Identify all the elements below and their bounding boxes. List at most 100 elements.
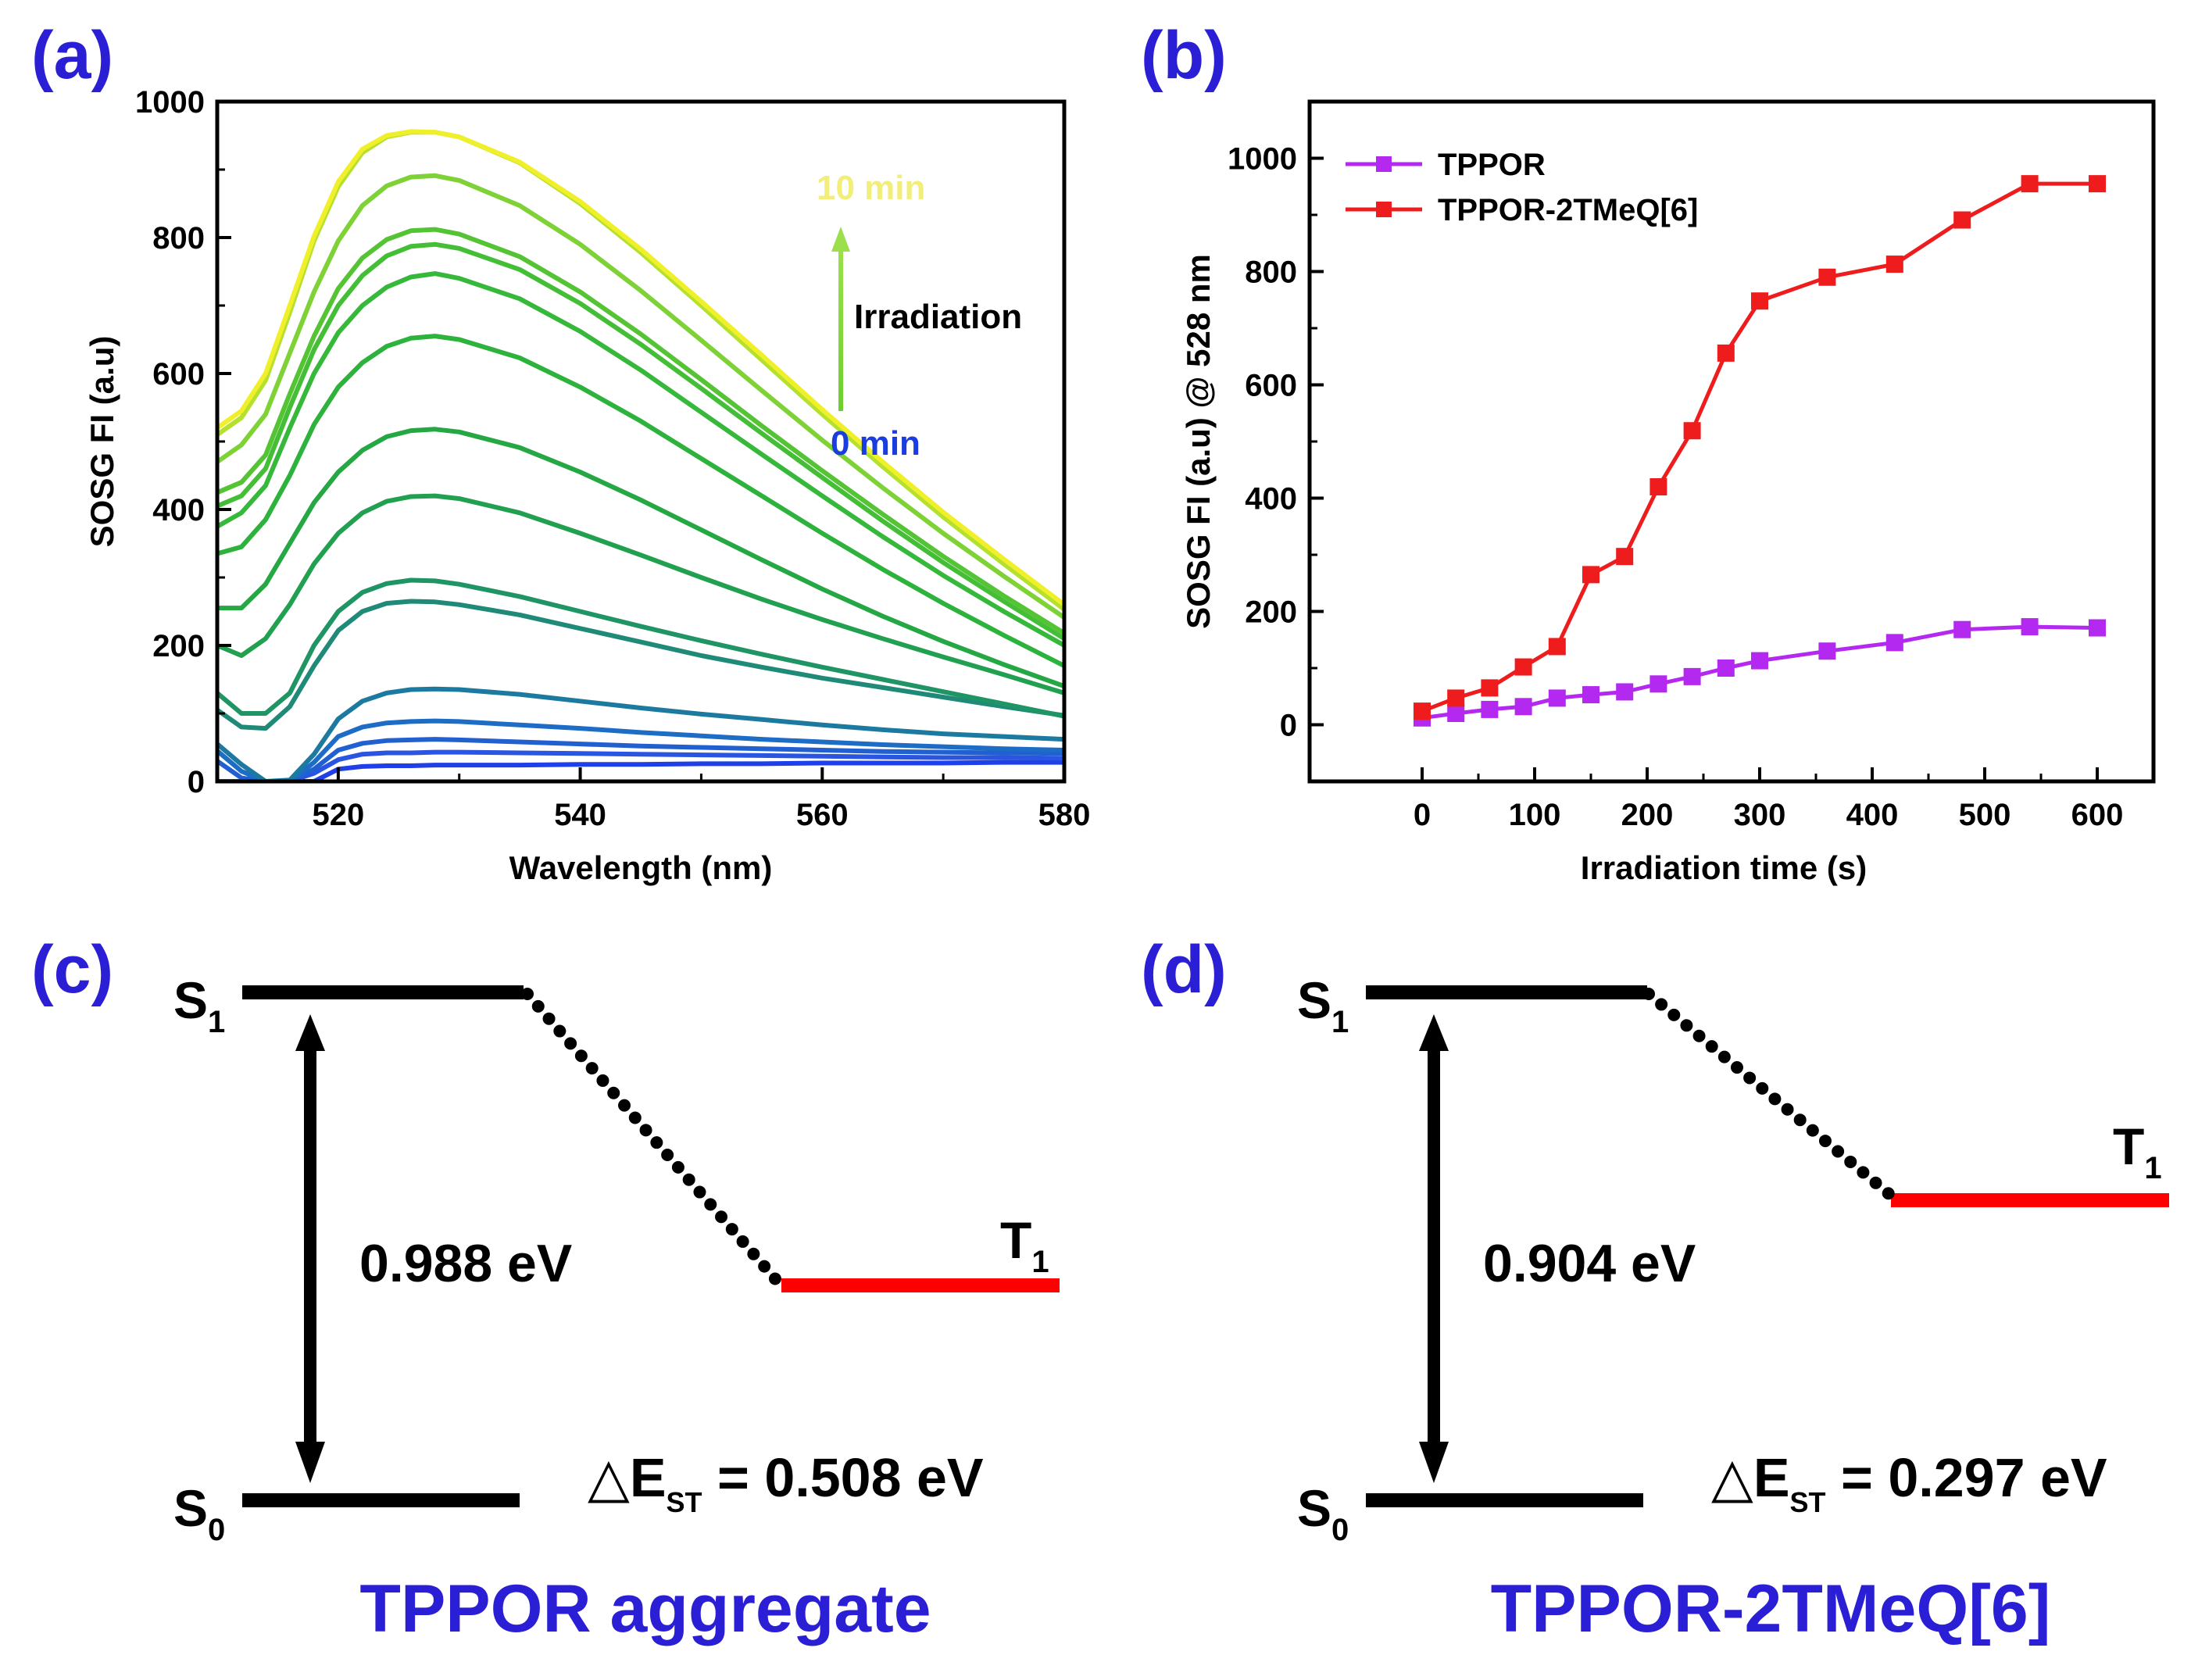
series-line-360-s <box>217 241 1064 641</box>
double-arrow-c <box>295 1014 325 1483</box>
x-tick-label-100: 100 <box>1509 798 1561 832</box>
data-point-tppor-120 <box>1548 689 1566 707</box>
data-point-tppor-2tmeq-6-60 <box>1481 679 1499 697</box>
panel-label-c: (c) <box>31 932 113 1007</box>
data-point-tppor-2tmeq-6-0 <box>1414 702 1431 720</box>
series-line-0-s <box>217 760 1064 781</box>
data-point-tppor-2tmeq-6-180 <box>1616 548 1634 566</box>
energy-diagram-d: S1 S0 T1 0.904 eV △EST = 0.297 eV TPPOR-… <box>1297 971 2169 1646</box>
data-point-tppor-2tmeq-6-240 <box>1683 422 1701 440</box>
isc-dotted-line-d <box>1642 988 1897 1202</box>
data-point-tppor-150 <box>1582 686 1599 704</box>
annotation-irradiation: Irradiation <box>854 298 1022 336</box>
data-point-tppor-420 <box>1885 634 1903 652</box>
chart-a-ylabel: SOSG FI (a.u) <box>84 336 120 548</box>
chart-b-xlabel: Irradiation time (s) <box>1581 849 1867 886</box>
y-tick-label-200: 200 <box>152 629 205 663</box>
data-point-tppor-2tmeq-6-120 <box>1548 638 1566 656</box>
series-line-210-s <box>217 493 1064 695</box>
series-line-90-s <box>217 718 1064 781</box>
series-line-tppor-2tmeq-6 <box>1421 181 2097 713</box>
chart-a-xlabel: Wavelength (nm) <box>509 849 773 886</box>
series-line-180-s <box>217 577 1064 719</box>
y-tick-label-600: 600 <box>1245 369 1297 403</box>
x-tick-label-0: 0 <box>1414 798 1431 832</box>
s0-label-c: S0 <box>173 1479 225 1547</box>
data-point-tppor-2tmeq-6-150 <box>1582 566 1599 584</box>
series-line-420-s <box>217 227 1064 635</box>
series-line-150-s <box>217 599 1064 731</box>
s1-label-d: S1 <box>1297 971 1349 1039</box>
data-point-tppor-60 <box>1481 700 1499 718</box>
x-tick-label-200: 200 <box>1621 798 1674 832</box>
x-tick-label-400: 400 <box>1846 798 1899 832</box>
data-point-tppor-480 <box>1953 620 1971 638</box>
x-tick-label-540: 540 <box>554 798 606 832</box>
series-line-tppor <box>1421 624 2098 720</box>
t1-label-c: T1 <box>1000 1211 1049 1279</box>
legend-marker-tppor <box>1376 156 1392 172</box>
chart-b-ylabel: SOSG FI (a.u) @ 528 nm <box>1180 254 1217 629</box>
data-point-tppor-90 <box>1514 698 1532 716</box>
x-tick-label-560: 560 <box>796 798 849 832</box>
data-point-tppor-2tmeq-6-90 <box>1514 658 1532 676</box>
t1-label-d: T1 <box>2113 1117 2162 1185</box>
data-point-tppor-2tmeq-6-270 <box>1717 344 1735 362</box>
series-line-300-s <box>217 271 1064 648</box>
data-point-tppor-2tmeq-6-420 <box>1885 256 1903 273</box>
s0-label-d: S0 <box>1297 1479 1349 1547</box>
series-line-240-s <box>217 427 1064 689</box>
data-point-tppor-360 <box>1818 642 1836 660</box>
data-point-tppor-180 <box>1616 683 1634 701</box>
y-tick-label-800: 800 <box>1245 256 1297 290</box>
s1-label-c: S1 <box>173 971 225 1039</box>
x-tick-label-300: 300 <box>1734 798 1786 832</box>
caption-d: TPPOR-2TMeQ[6] <box>1491 1571 2051 1646</box>
data-point-tppor-270 <box>1717 659 1735 677</box>
y-tick-label-400: 400 <box>152 493 205 527</box>
data-point-tppor-2tmeq-6-210 <box>1650 478 1667 495</box>
energy-gap-c: 0.988 eV <box>359 1234 572 1293</box>
x-tick-label-500: 500 <box>1959 798 2011 832</box>
data-point-tppor-2tmeq-6-300 <box>1751 292 1768 310</box>
delta-est-d: △EST = 0.297 eV <box>1711 1447 2107 1518</box>
annotation-10-min: 10 min <box>817 169 925 207</box>
x-tick-label-520: 520 <box>312 798 364 832</box>
data-point-tppor-2tmeq-6-480 <box>1953 211 1971 229</box>
chart-b: 0 100 200 300 400 500 600 0 200 400 600 800 1000 Irr… <box>1180 99 2156 886</box>
data-point-tppor-30 <box>1447 705 1465 722</box>
series-line-270-s <box>217 334 1064 668</box>
y-tick-label-600: 600 <box>152 357 205 391</box>
data-point-tppor-2tmeq-6-600 <box>2089 175 2106 193</box>
chart-a-frame <box>215 99 1067 784</box>
y-tick-label-0: 0 <box>1280 709 1297 743</box>
irradiation-arrow <box>831 227 850 411</box>
data-point-tppor-210 <box>1650 675 1667 693</box>
x-tick-label-580: 580 <box>1038 798 1091 832</box>
data-point-tppor-300 <box>1751 652 1768 670</box>
isc-dotted-line-c <box>521 988 784 1288</box>
y-tick-label-800: 800 <box>152 221 205 256</box>
y-tick-label-1000: 1000 <box>1228 142 1297 177</box>
chart-b-frame <box>1307 99 2156 784</box>
y-tick-label-200: 200 <box>1245 595 1297 630</box>
data-point-tppor-540 <box>2021 618 2039 636</box>
delta-est-c: △EST = 0.508 eV <box>588 1447 984 1518</box>
chart-a: 520 540 560 580 0 200 400 600 800 1000 Wavelength… <box>84 85 1090 886</box>
y-tick-label-0: 0 <box>188 765 205 799</box>
x-tick-label-600: 600 <box>2071 798 2124 832</box>
legend-label-tppor-2tmeq6: TPPOR-2TMeQ[6] <box>1438 193 1698 227</box>
data-point-tppor-240 <box>1683 667 1701 685</box>
caption-c: TPPOR aggregate <box>359 1571 931 1646</box>
legend-label-tppor: TPPOR <box>1438 148 1546 182</box>
energy-gap-d: 0.904 eV <box>1483 1234 1696 1293</box>
legend-marker-tppor-2tmeq6 <box>1376 202 1392 217</box>
series-line-120-s <box>217 686 1064 781</box>
data-point-tppor-2tmeq-6-540 <box>2021 175 2039 193</box>
series-line-600-s <box>217 129 1064 607</box>
chart-b-legend: TPPOR TPPOR-2TMeQ[6] <box>1346 148 1698 227</box>
double-arrow-d <box>1419 1014 1449 1483</box>
y-tick-label-1000: 1000 <box>135 85 205 120</box>
panel-label-b: (b) <box>1141 18 1227 93</box>
